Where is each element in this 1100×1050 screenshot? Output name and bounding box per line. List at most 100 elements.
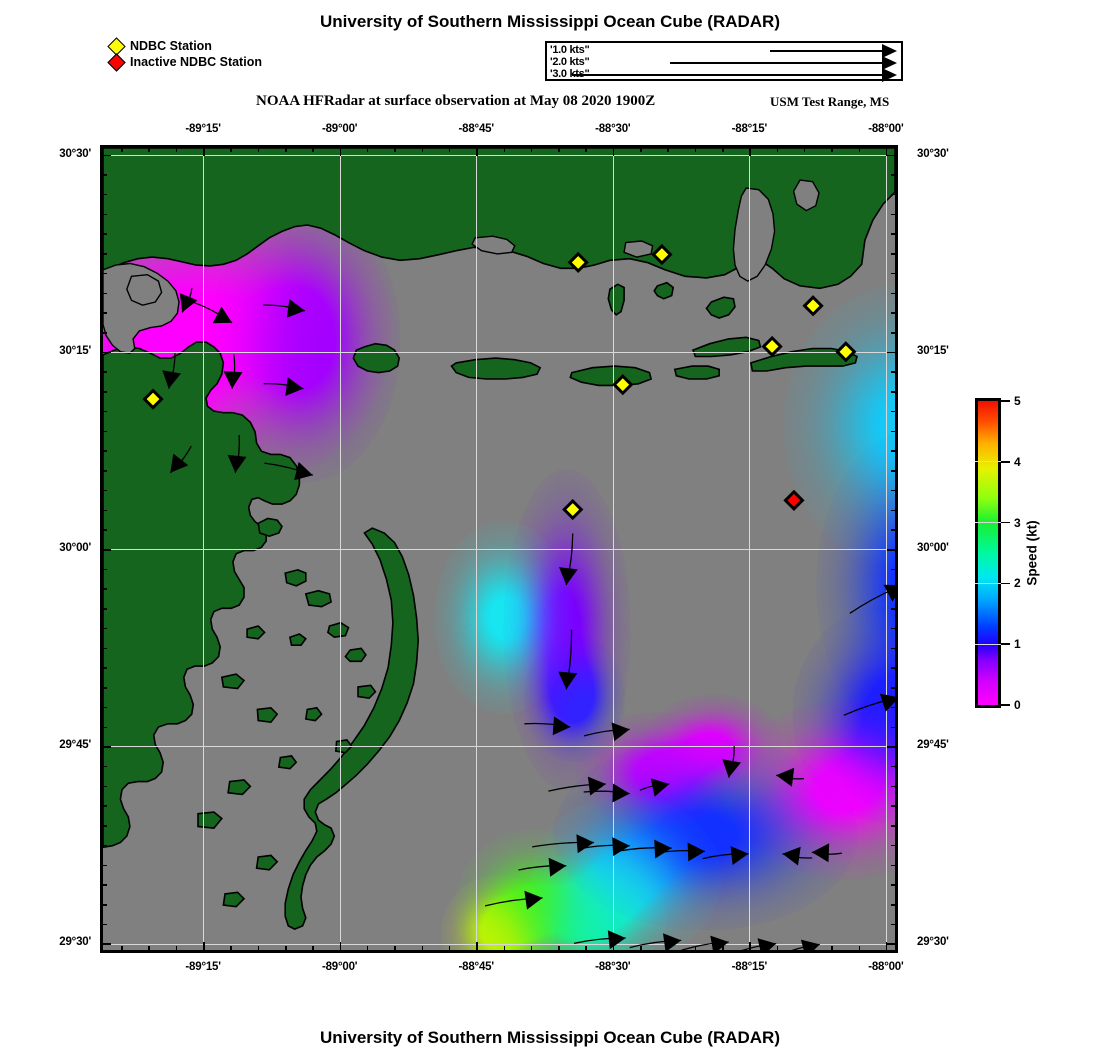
tick-y-right: [891, 568, 898, 571]
ndbc-station-marker-active[interactable]: [835, 341, 857, 363]
vector-arrowhead-icon: [559, 567, 578, 586]
land-polygon: [352, 342, 401, 374]
tick-x-bottom: [831, 946, 833, 953]
tick-x-bottom: [885, 942, 888, 953]
vector-arrowhead-icon: [524, 890, 543, 910]
colorbar-tick-label: 0: [1014, 698, 1021, 712]
axis-label-latitude-left: 30°15': [59, 344, 91, 357]
gridline-horizontal: [103, 549, 895, 550]
map-plot-frame: [100, 145, 898, 953]
page-title-top: University of Southern Mississippi Ocean…: [319, 12, 780, 31]
tick-x-bottom: [612, 942, 615, 953]
legend-label: Inactive NDBC Station: [130, 55, 262, 69]
current-vector-arrow: [524, 716, 571, 736]
tick-x-bottom: [230, 946, 232, 953]
vector-arrowhead-icon: [663, 933, 682, 950]
axis-label-longitude-top: -88°30': [595, 123, 631, 135]
bay-water-polygon: [732, 187, 776, 282]
tick-x-top: [803, 145, 806, 152]
current-vector-arrow: [162, 353, 181, 389]
tick-y-left: [100, 825, 107, 827]
land-polygon: [284, 527, 420, 930]
tick-x-bottom: [148, 946, 150, 953]
tick-y-right: [891, 706, 898, 709]
axis-label-latitude-right: 30°15': [917, 344, 949, 357]
tick-x-bottom: [585, 946, 587, 953]
current-vector-arrow: [619, 839, 672, 859]
vector-arrowhead-icon: [576, 834, 594, 854]
legend-label: NDBC Station: [130, 39, 212, 53]
tick-y-right: [891, 923, 898, 926]
tick-x-bottom: [503, 946, 506, 953]
vector-scale-label: '3.0 kts": [550, 68, 590, 80]
current-vector-arrow: [484, 890, 543, 910]
ndbc-station-marker-active[interactable]: [142, 388, 164, 410]
current-vector-arrow: [227, 434, 247, 473]
tick-x-top: [203, 145, 205, 156]
tick-x-top: [421, 145, 424, 152]
tick-x-top: [148, 145, 150, 152]
ndbc-station-marker-active[interactable]: [562, 498, 584, 521]
vector-arrowhead-icon: [612, 837, 630, 857]
tick-y-right: [891, 825, 898, 827]
ndbc-station-marker-inactive[interactable]: [783, 489, 805, 511]
map-plot[interactable]: [100, 145, 898, 953]
ndbc-station-marker-active[interactable]: [567, 251, 589, 274]
vector-arrowhead-icon: [687, 842, 705, 862]
vector-arrowhead-icon: [800, 939, 820, 950]
tick-y-right: [891, 312, 898, 314]
ndbc-station-marker-active[interactable]: [612, 374, 634, 396]
vector-arrowhead-icon: [722, 759, 741, 778]
vector-arrowhead-icon: [650, 778, 670, 797]
current-vector-arrow: [741, 938, 777, 950]
tick-y-left: [100, 351, 111, 354]
vector-arrowhead-icon: [654, 839, 672, 859]
tick-y-right: [891, 233, 898, 235]
tick-y-right: [891, 647, 898, 650]
tick-y-left: [100, 568, 107, 571]
current-vector-arrow: [639, 778, 670, 797]
tick-x-top: [776, 145, 779, 152]
tick-y-left: [100, 667, 107, 669]
vector-arrowhead-icon: [552, 716, 571, 736]
subtitle-row: NOAA HFRadar at surface observation at M…: [0, 93, 1100, 111]
tick-y-left: [100, 410, 107, 413]
axis-label-longitude-bottom: -88°15': [731, 961, 768, 973]
ndbc-station-markers-layer[interactable]: [103, 148, 895, 950]
tick-y-right: [891, 489, 898, 492]
tick-y-left: [100, 450, 107, 452]
tick-y-left: [100, 332, 107, 334]
tick-y-left: [100, 706, 107, 709]
tick-y-left: [100, 174, 107, 176]
tick-x-bottom: [858, 946, 861, 953]
land-polygon: [227, 779, 252, 796]
tick-y-right: [891, 174, 898, 176]
ndbc-station-marker-active[interactable]: [802, 295, 824, 317]
axis-label-longitude-bottom: -89°15': [185, 961, 221, 973]
colorbar-inner-tick: [975, 643, 1001, 645]
ndbc-station-marker-active[interactable]: [761, 335, 783, 358]
current-vector-arrows-layer: [162, 288, 895, 950]
land-polygon: [673, 365, 721, 380]
ndbc-station-marker-active[interactable]: [651, 243, 673, 266]
land-polygon: [304, 589, 333, 608]
tick-y-right: [887, 746, 898, 748]
axis-label-latitude-left: 29°30': [59, 936, 91, 949]
tick-x-top: [585, 145, 587, 152]
tick-y-right: [891, 430, 898, 433]
vector-arrowhead-icon: [223, 371, 243, 389]
land-polygon: [220, 673, 246, 690]
vector-arrowhead-icon: [548, 857, 567, 877]
colorbar-inner-tick: [975, 582, 1001, 584]
speed-colorbar[interactable]: 0 1 2 3 4 5: [975, 394, 1021, 712]
tick-x-top: [448, 145, 451, 152]
page-title-bottom: University of Southern Mississippi Ocean…: [319, 1028, 780, 1047]
tick-y-left: [100, 746, 111, 748]
tick-y-left: [100, 687, 107, 689]
current-vector-arrow: [179, 288, 198, 313]
vector-arrowhead-icon: [611, 722, 630, 742]
vector-scale-row: '3.0 kts": [547, 68, 901, 82]
axis-label-longitude-top: -88°45': [458, 123, 495, 135]
vector-arrowhead-icon: [558, 671, 578, 690]
land-polygon: [284, 569, 307, 587]
